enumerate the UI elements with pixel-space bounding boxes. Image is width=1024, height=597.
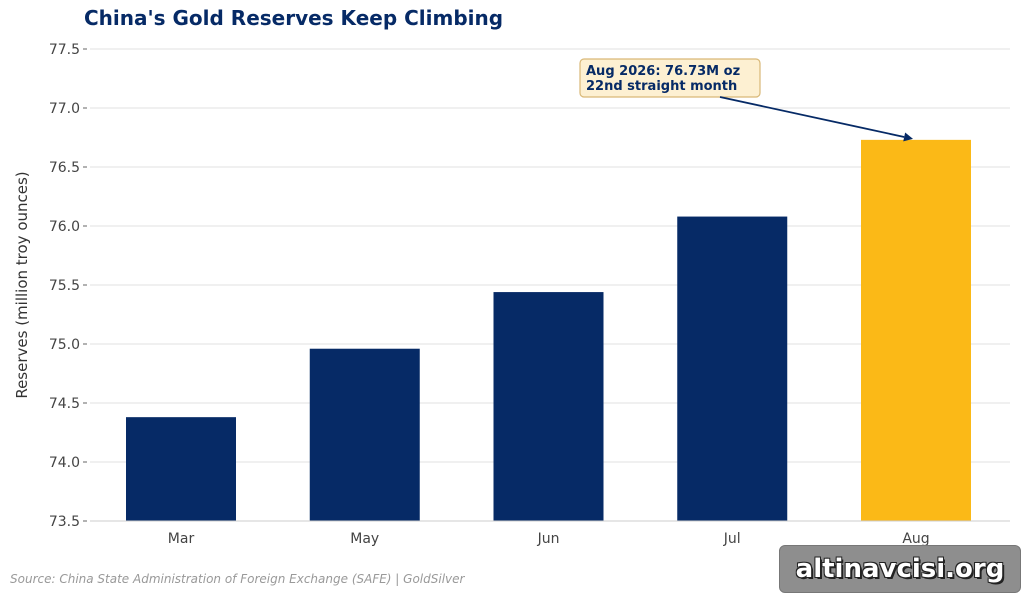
y-tick-label: 74.5 [49, 396, 80, 412]
watermark: altinavcisi.org [779, 545, 1021, 593]
y-axis-ticks: 73.5 74.0 74.5 75.0 75.5 76.0 76.5 77.0 77.5 [49, 42, 87, 530]
y-tick-label: 73.5 [49, 514, 80, 530]
x-tick-label: May [350, 531, 379, 547]
x-tick-label: Jul [723, 531, 741, 547]
grid [90, 48, 1010, 522]
bar-jul [677, 216, 788, 521]
y-tick-label: 75.0 [49, 337, 80, 353]
bar-may [309, 348, 420, 521]
chart-title: China's Gold Reserves Keep Climbing [84, 6, 503, 30]
x-tick-label: Aug [902, 531, 929, 547]
annotation-line-2: 22nd straight month [586, 79, 737, 94]
x-tick-label: Mar [168, 531, 195, 547]
y-tick-label: 75.5 [49, 278, 80, 294]
bar-aug [861, 139, 971, 522]
y-axis-label: Reserves (million troy ounces) [13, 171, 31, 398]
x-axis-ticks: Mar May Jun Jul Aug [168, 531, 930, 547]
source-note: Source: China State Administration of Fo… [10, 572, 465, 586]
y-tick-label: 77.5 [49, 42, 80, 58]
annotation: Aug 2026: 76.73M oz 22nd straight month [579, 58, 913, 142]
annotation-arrowhead [903, 132, 913, 142]
annotation-box [579, 58, 761, 98]
x-tick-label: Jun [537, 531, 560, 547]
bar-jun [493, 292, 604, 521]
bar-mar [126, 417, 236, 521]
y-tick-label: 76.5 [49, 160, 80, 176]
annotation-arrow [719, 96, 905, 138]
y-tick-label: 74.0 [49, 455, 80, 471]
y-tick-label: 77.0 [49, 101, 80, 117]
y-tick-label: 76.0 [49, 219, 80, 235]
bars [126, 139, 971, 522]
annotation-line-1: Aug 2026: 76.73M oz [586, 64, 740, 79]
